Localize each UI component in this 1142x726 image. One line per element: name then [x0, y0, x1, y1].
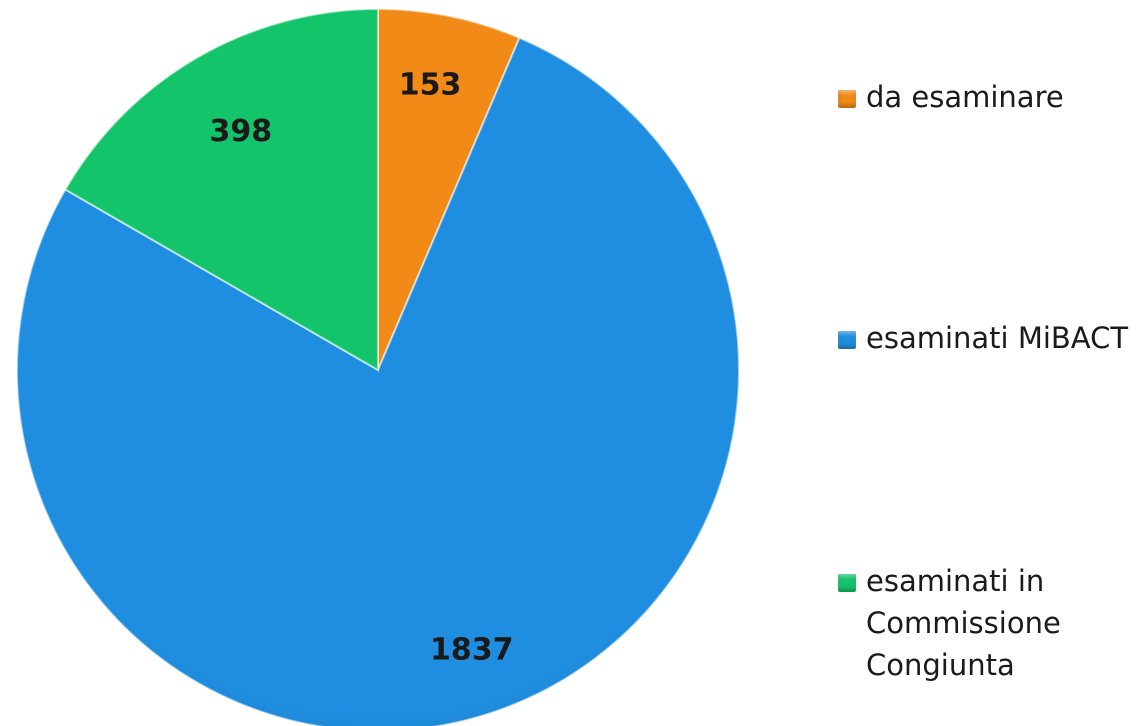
- legend-label-esaminati-in-commissione-congiunta: esaminati in Commissione Congiunta: [866, 564, 1061, 682]
- data-label-da-esaminare: 153: [399, 67, 462, 102]
- legend: da esaminare esaminati MiBACT esaminati …: [838, 0, 1138, 726]
- legend-swatch-da-esaminare: [838, 90, 856, 108]
- pie-data-labels: 153 1837 398: [209, 67, 513, 667]
- legend-item-esaminati-in-commissione-congiunta[interactable]: esaminati in Commissione Congiunta: [838, 564, 1078, 686]
- legend-item-esaminati-mibact[interactable]: esaminati MiBACT: [838, 321, 1138, 359]
- data-label-esaminati-mibact: 1837: [430, 632, 514, 667]
- pie-plot-area: 153 1837 398: [15, 7, 740, 726]
- data-label-esaminati-in-commissione-congiunta: 398: [209, 114, 272, 149]
- legend-label-da-esaminare: da esaminare: [866, 80, 1064, 114]
- legend-label-esaminati-mibact: esaminati MiBACT: [866, 321, 1129, 355]
- legend-swatch-esaminati-mibact: [838, 331, 856, 349]
- pie-slices: [15, 7, 740, 726]
- legend-swatch-esaminati-in-commissione-congiunta: [838, 574, 856, 592]
- legend-item-da-esaminare[interactable]: da esaminare: [838, 80, 1064, 118]
